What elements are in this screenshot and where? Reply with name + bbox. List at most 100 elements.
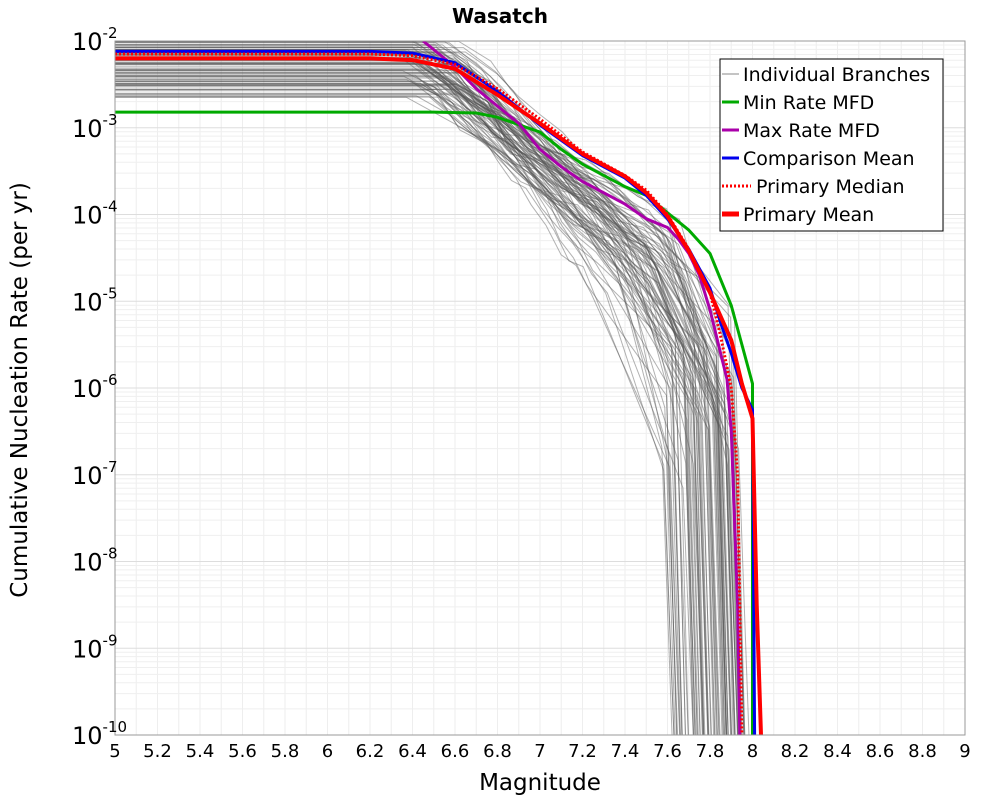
branch-line bbox=[115, 73, 743, 735]
plot-frame bbox=[114, 40, 966, 736]
x-tick-label: 8.8 bbox=[908, 741, 937, 762]
y-tick-label: 10-8 bbox=[72, 545, 118, 577]
branch-line bbox=[115, 63, 718, 735]
legend-label-primary-median: Primary Median bbox=[756, 176, 905, 198]
branch-line bbox=[115, 76, 726, 735]
y-tick-label: 10-10 bbox=[72, 718, 127, 750]
branch-line bbox=[115, 54, 678, 735]
branch-line bbox=[115, 57, 727, 735]
branch-line bbox=[115, 78, 676, 735]
x-tick-label: 8.4 bbox=[823, 741, 852, 762]
branch-line bbox=[115, 69, 710, 735]
branch-line bbox=[115, 95, 720, 735]
branch-line bbox=[115, 50, 686, 735]
branch-line bbox=[115, 82, 683, 735]
branch-line bbox=[115, 83, 682, 735]
branch-line bbox=[115, 62, 678, 735]
y-tick-label: 10-5 bbox=[72, 284, 118, 316]
branch-line bbox=[115, 93, 725, 735]
branch-line bbox=[115, 90, 720, 735]
legend-label-primary-mean: Primary Mean bbox=[743, 204, 874, 226]
branch-line bbox=[115, 54, 743, 735]
branch-line bbox=[115, 79, 703, 735]
branch-line bbox=[115, 54, 712, 735]
x-tick-labels: 5 5.2 5.4 5.6 5.8 6 6.2 6.4 6.6 6.8 7 7.2 7.4 7.6 7.8 8… bbox=[109, 741, 970, 762]
branch-line bbox=[115, 68, 728, 735]
x-tick-label: 6.8 bbox=[483, 741, 512, 762]
y-tick-labels: 10-2 10-3 10-4 10-5 10-6 10-7 10-8 10-9 10-10 bbox=[72, 24, 127, 750]
branch-line bbox=[115, 72, 706, 735]
grid-layer bbox=[114, 41, 966, 736]
x-tick-label: 7.4 bbox=[611, 741, 640, 762]
x-tick-label: 6.4 bbox=[398, 741, 427, 762]
branch-line bbox=[115, 49, 681, 735]
legend: Individual Branches Min Rate MFD Max Rat… bbox=[719, 58, 944, 232]
x-tick-label: 5.4 bbox=[186, 741, 215, 762]
branch-line bbox=[115, 96, 715, 735]
branch-line bbox=[115, 83, 689, 735]
branch-line bbox=[115, 44, 716, 735]
legend-label-individual-branches: Individual Branches bbox=[743, 64, 930, 86]
branch-line bbox=[115, 86, 675, 735]
branch-line bbox=[115, 71, 696, 735]
legend-label-comparison-mean: Comparison Mean bbox=[743, 148, 915, 170]
y-tick-label: 10-6 bbox=[72, 371, 118, 403]
x-tick-label: 8.6 bbox=[866, 741, 895, 762]
legend-label-min-rate: Min Rate MFD bbox=[743, 92, 874, 114]
branch-line bbox=[115, 50, 701, 735]
branch-line bbox=[115, 80, 739, 735]
branch-line bbox=[115, 89, 675, 735]
branch-line bbox=[115, 70, 732, 735]
chart-title: Wasatch bbox=[452, 4, 548, 28]
x-tick-label: 8 bbox=[747, 741, 758, 762]
x-tick-label: 8.2 bbox=[781, 741, 810, 762]
branch-line bbox=[115, 42, 750, 735]
branch-line bbox=[115, 51, 698, 735]
branch-line bbox=[115, 52, 701, 735]
y-tick-label: 10-3 bbox=[72, 111, 118, 143]
branch-line bbox=[115, 52, 716, 735]
x-tick-label: 7.2 bbox=[568, 741, 597, 762]
x-tick-label: 7.6 bbox=[653, 741, 682, 762]
branch-line bbox=[115, 94, 721, 735]
branch-line bbox=[115, 51, 738, 735]
legend-label-max-rate: Max Rate MFD bbox=[743, 120, 880, 142]
series-lines-layer bbox=[115, 41, 763, 735]
legend-box bbox=[719, 58, 944, 232]
branch-line bbox=[115, 46, 745, 735]
branch-line bbox=[115, 59, 697, 735]
branch-line bbox=[115, 42, 727, 735]
branch-line bbox=[115, 41, 745, 735]
x-tick-label: 5.6 bbox=[228, 741, 257, 762]
series-line-max-rate-mfd bbox=[422, 41, 742, 735]
series-line-min-rate-mfd bbox=[115, 110, 754, 735]
branch-line bbox=[115, 92, 695, 735]
branch-line bbox=[115, 67, 739, 735]
branch-line bbox=[115, 80, 723, 735]
branch-line bbox=[115, 82, 732, 735]
branch-line bbox=[115, 70, 689, 735]
x-tick-label: 5 bbox=[109, 741, 120, 762]
y-tick-label: 10-4 bbox=[72, 198, 118, 230]
series-line-primary-mean bbox=[115, 56, 763, 735]
branch-line bbox=[115, 88, 739, 735]
branch-line bbox=[115, 75, 694, 735]
branch-line bbox=[115, 85, 704, 735]
branch-lines-layer bbox=[115, 41, 750, 735]
branch-line bbox=[115, 45, 740, 735]
branch-line bbox=[115, 63, 717, 735]
branch-line bbox=[115, 47, 694, 735]
branch-line bbox=[115, 60, 679, 735]
x-tick-label: 5.2 bbox=[143, 741, 172, 762]
branch-line bbox=[115, 72, 739, 735]
branch-line bbox=[115, 80, 746, 735]
branch-line bbox=[115, 65, 709, 735]
y-tick-label: 10-7 bbox=[72, 458, 118, 490]
branch-line bbox=[115, 84, 745, 735]
x-axis-label: Magnitude bbox=[479, 770, 601, 796]
x-tick-label: 7 bbox=[534, 741, 545, 762]
branch-line bbox=[115, 44, 699, 735]
branch-line bbox=[115, 56, 729, 735]
branch-line bbox=[115, 74, 696, 735]
